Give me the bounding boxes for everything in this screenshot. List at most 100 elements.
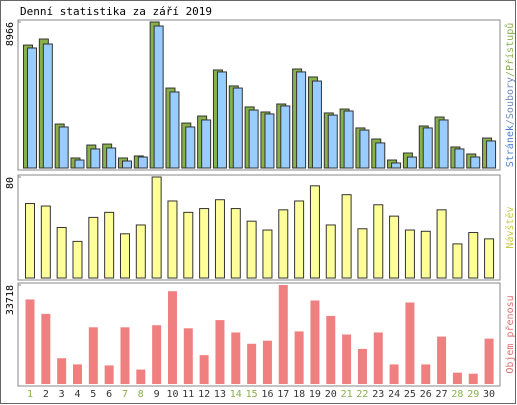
bar xyxy=(104,211,115,279)
bar xyxy=(56,227,67,279)
x-tick-label: 3 xyxy=(59,389,65,400)
bar xyxy=(391,162,402,169)
x-tick-label: 8 xyxy=(138,389,144,400)
panel xyxy=(17,282,501,387)
bar xyxy=(88,327,98,384)
x-tick-label: 22 xyxy=(356,389,368,400)
bar xyxy=(264,113,275,169)
bar xyxy=(74,159,85,169)
legend: Stránek/Soubory/Přístupů xyxy=(504,23,516,168)
bar xyxy=(406,156,417,169)
bar xyxy=(452,372,462,384)
x-tick-label: 1 xyxy=(27,389,33,400)
bar xyxy=(420,230,431,279)
bar xyxy=(72,364,82,384)
x-tick-label: 21 xyxy=(341,389,353,400)
legend: Návštěv xyxy=(504,206,516,248)
x-tick-label: 23 xyxy=(372,389,384,400)
bar xyxy=(373,332,383,384)
bar xyxy=(214,199,225,279)
bar xyxy=(373,204,384,279)
bar xyxy=(341,194,352,279)
bar xyxy=(278,285,288,384)
bar xyxy=(405,302,415,384)
x-tick-label: 2 xyxy=(43,389,49,400)
panel xyxy=(17,19,501,171)
bar xyxy=(342,334,352,384)
bar xyxy=(470,156,481,169)
bar xyxy=(421,364,431,384)
bar xyxy=(120,327,130,384)
bar xyxy=(199,355,209,384)
x-tick-label: 18 xyxy=(293,389,305,400)
bar xyxy=(185,126,196,169)
x-tick-label: 30 xyxy=(483,389,495,400)
bar xyxy=(215,320,225,384)
bar xyxy=(310,300,320,384)
bar xyxy=(437,336,447,384)
bar xyxy=(135,224,146,279)
x-tick-label: 15 xyxy=(246,389,258,400)
bar xyxy=(262,229,273,279)
bar xyxy=(357,348,367,384)
bar xyxy=(25,299,35,384)
x-tick-label: 11 xyxy=(182,389,194,400)
x-tick-label: 5 xyxy=(90,389,96,400)
bar xyxy=(484,238,495,279)
bar xyxy=(280,105,291,169)
bar xyxy=(137,156,148,169)
bar xyxy=(153,25,164,169)
bar xyxy=(278,209,289,279)
bar xyxy=(247,343,257,384)
bar xyxy=(121,160,132,169)
y-tick-label: 33718 xyxy=(5,285,16,315)
bar xyxy=(152,325,162,384)
x-tick-label: 20 xyxy=(325,389,337,400)
bar xyxy=(454,148,465,169)
x-tick-label: 29 xyxy=(467,389,479,400)
x-tick-label: 12 xyxy=(198,389,210,400)
bar xyxy=(468,373,478,384)
legend-entry: Stránek xyxy=(504,125,516,167)
x-tick-label: 4 xyxy=(74,389,80,400)
bar xyxy=(343,110,354,169)
bar xyxy=(327,114,338,169)
legend-entry: Objem přenosu xyxy=(504,295,516,373)
bar xyxy=(183,211,194,279)
x-tick-label: 24 xyxy=(388,389,400,400)
bar xyxy=(326,315,336,384)
bar xyxy=(438,119,449,169)
bar xyxy=(375,142,386,169)
legend-entry: /Soubory xyxy=(505,77,516,125)
x-tick-label: 14 xyxy=(230,389,242,400)
bar xyxy=(104,365,114,384)
x-tick-label: 13 xyxy=(214,389,226,400)
x-tick-label: 19 xyxy=(309,389,321,400)
bar xyxy=(151,176,162,279)
bar xyxy=(169,91,180,169)
bar xyxy=(42,43,53,169)
bar xyxy=(484,338,494,384)
x-tick-label: 25 xyxy=(404,389,416,400)
y-tick-label: 8966 xyxy=(5,22,16,46)
bar xyxy=(262,340,272,384)
x-tick-label: 27 xyxy=(436,389,448,400)
legend: Objem přenosu xyxy=(504,295,516,373)
bar xyxy=(232,87,243,169)
bar xyxy=(325,224,336,279)
bar xyxy=(389,364,399,384)
y-tick-label: 80 xyxy=(5,177,16,189)
bar xyxy=(246,220,257,279)
legend-entry: /Přístupů xyxy=(504,23,516,77)
bar xyxy=(106,147,117,169)
bar xyxy=(422,127,433,169)
bar xyxy=(136,369,146,384)
bar xyxy=(58,126,69,169)
bar xyxy=(25,203,35,279)
bar xyxy=(90,148,101,169)
bar xyxy=(248,109,259,169)
bar xyxy=(389,215,400,279)
bar xyxy=(404,229,415,279)
x-tick-label: 7 xyxy=(122,389,128,400)
